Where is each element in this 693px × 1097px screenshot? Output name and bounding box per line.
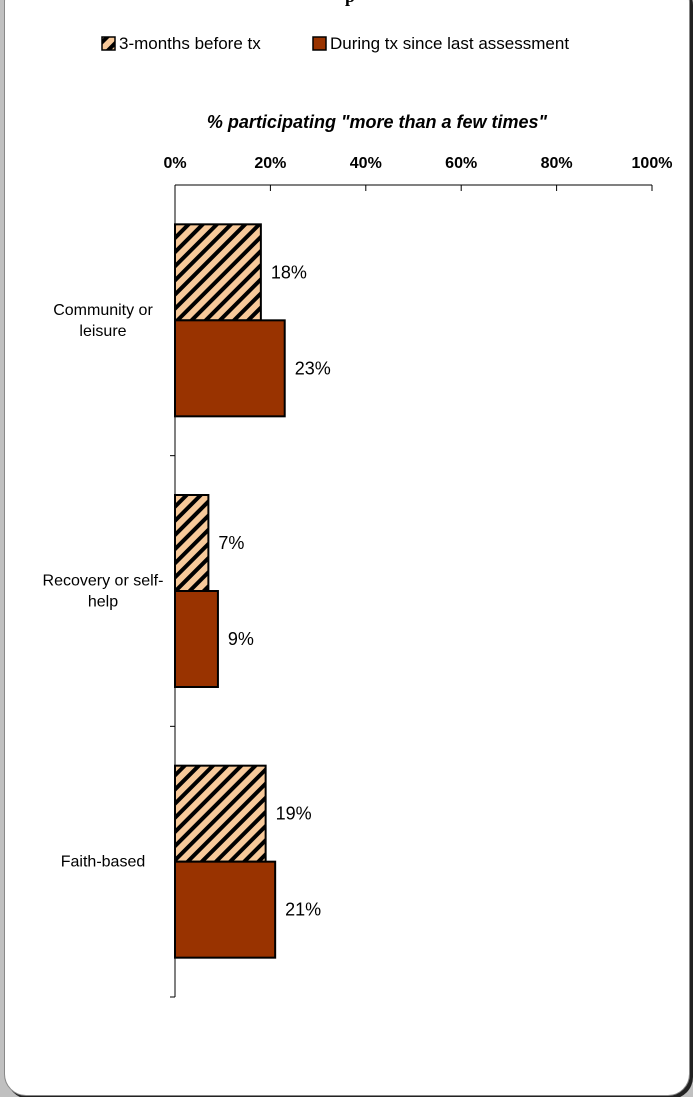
bars: 18% 23% 7% 9% 19% 21% — [174, 223, 331, 959]
category-label: help — [88, 594, 118, 611]
axis-title: % participating "more than a few times" — [207, 112, 548, 132]
bar-during-tx — [174, 860, 277, 959]
category-label: Faith-based — [61, 854, 146, 871]
chart-panel — [4, 0, 690, 1096]
bar-data-label: 7% — [218, 533, 244, 553]
category-label: Recovery or self- — [43, 573, 164, 590]
category-label: leisure — [79, 323, 126, 340]
bar-data-label: 18% — [271, 262, 307, 282]
bar-before-tx — [174, 764, 267, 863]
x-tick-label: 80% — [541, 155, 573, 172]
cut-off-chart-heading: p — [230, 0, 470, 6]
category-label: Community or — [53, 302, 153, 319]
x-tick-label: 0% — [163, 155, 186, 172]
bar-during-tx — [174, 319, 286, 418]
legend-label-3-months-before: 3-months before tx — [119, 34, 261, 53]
x-tick-label: 60% — [445, 155, 477, 172]
legend-swatch-solid — [312, 36, 327, 51]
x-tick-label: 100% — [632, 155, 673, 172]
bar-data-label: 19% — [276, 804, 312, 824]
legend-label-during-tx: During tx since last assessment — [330, 34, 569, 53]
legend: 3-months before tx During tx since last … — [101, 34, 569, 53]
bar-before-tx — [174, 494, 210, 592]
bar-data-label: 21% — [285, 900, 321, 920]
x-tick-label: 20% — [254, 155, 286, 172]
x-tick-label: 40% — [350, 155, 382, 172]
x-axis-ticks: 0% 20% 40% 60% 80% 100% — [163, 155, 673, 998]
legend-swatch-hatched — [101, 36, 116, 51]
bar-before-tx — [174, 223, 262, 322]
category-labels: Community or leisure Recovery or self-help… — [43, 302, 164, 871]
bar-data-label: 23% — [295, 358, 331, 378]
bar-data-label: 9% — [228, 629, 254, 649]
bar-during-tx — [174, 590, 219, 688]
